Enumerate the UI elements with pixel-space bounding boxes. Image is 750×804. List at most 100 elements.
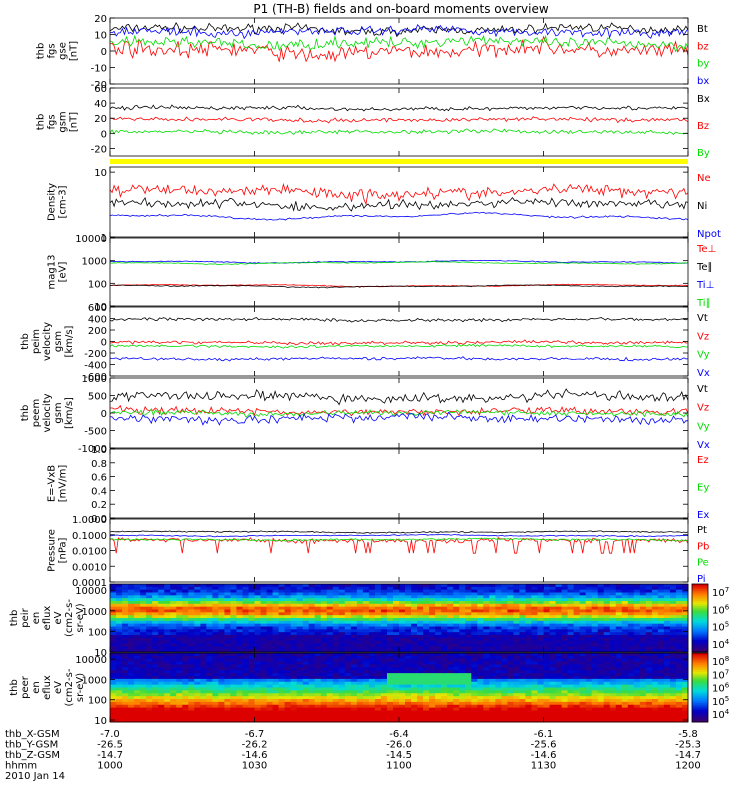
heatmap-cell: [640, 688, 646, 691]
heatmap-cell: [339, 711, 345, 714]
heatmap-cell: [116, 688, 122, 691]
heatmap-cell: [206, 584, 212, 587]
heatmap-cell: [537, 662, 543, 665]
heatmap-cell: [568, 708, 574, 711]
heatmap-cell: [357, 679, 363, 682]
heatmap-cell: [477, 593, 483, 596]
heatmap-cell: [586, 593, 592, 596]
heatmap-cell: [646, 711, 652, 714]
heatmap-cell: [670, 653, 676, 656]
heatmap-cell: [261, 629, 267, 632]
heatmap-cell: [399, 693, 405, 696]
heatmap-cell: [513, 679, 519, 682]
heatmap-cell: [634, 584, 640, 587]
heatmap-cell: [110, 601, 116, 604]
heatmap-cell: [646, 688, 652, 691]
heatmap-cell: [140, 682, 146, 685]
heatmap-cell: [664, 604, 670, 607]
heatmap-cell: [363, 632, 369, 635]
heatmap-cell: [242, 587, 248, 590]
heatmap-cell: [658, 659, 664, 662]
heatmap-cell: [387, 688, 393, 691]
ytick-label: 600: [88, 303, 107, 314]
heatmap-cell: [363, 665, 369, 668]
heatmap-cell: [333, 598, 339, 601]
heatmap-cell: [550, 685, 556, 688]
heatmap-cell: [519, 595, 525, 598]
heatmap-cell: [628, 590, 634, 593]
heatmap-cell: [453, 653, 459, 656]
heatmap-cell: [495, 601, 501, 604]
ylabel-line: Density: [47, 183, 58, 221]
heatmap-cell: [176, 584, 182, 587]
heatmap-cell: [309, 679, 315, 682]
heatmap-cell: [261, 713, 267, 716]
heatmap-cell: [261, 641, 267, 644]
heatmap-cell: [182, 711, 188, 714]
heatmap-cell: [556, 590, 562, 593]
heatmap-cell: [297, 635, 303, 638]
heatmap-cell: [610, 659, 616, 662]
heatmap-cell: [146, 595, 152, 598]
heatmap-cell: [110, 667, 116, 670]
heatmap-cell: [152, 615, 158, 618]
ylabel-line: eV: [53, 681, 64, 694]
heatmap-cell: [610, 673, 616, 676]
heatmap-cell: [152, 670, 158, 673]
heatmap-cell: [122, 584, 128, 587]
heatmap-cell: [423, 711, 429, 714]
heatmap-cell: [676, 705, 682, 708]
heatmap-cell: [574, 638, 580, 641]
heatmap-cell: [531, 711, 537, 714]
heatmap-cell: [544, 685, 550, 688]
heatmap-cell: [339, 676, 345, 679]
heatmap-cell: [387, 644, 393, 647]
heatmap-cell: [182, 696, 188, 699]
heatmap-cell: [417, 679, 423, 682]
heatmap-cell: [351, 670, 357, 673]
heatmap-cell: [519, 716, 525, 719]
heatmap-cell: [658, 676, 664, 679]
heatmap-cell: [519, 629, 525, 632]
heatmap-cell: [507, 713, 513, 716]
heatmap-cell: [309, 711, 315, 714]
heatmap-cell: [321, 711, 327, 714]
heatmap-cell: [188, 688, 194, 691]
heatmap-cell: [224, 713, 230, 716]
heatmap-cell: [664, 667, 670, 670]
heatmap-cell: [646, 682, 652, 685]
heatmap-cell: [610, 688, 616, 691]
heatmap-cell: [417, 632, 423, 635]
heatmap-cell: [519, 696, 525, 699]
heatmap-cell: [616, 612, 622, 615]
heatmap-cell: [622, 610, 628, 613]
heatmap-cell: [652, 713, 658, 716]
heatmap-cell: [501, 590, 507, 593]
heatmap-cell: [459, 607, 465, 610]
legend-fgs_gsm-2: By: [697, 148, 710, 159]
heatmap-cell: [291, 584, 297, 587]
heatmap-cell: [531, 627, 537, 630]
heatmap-cell: [411, 635, 417, 638]
heatmap-cell: [248, 607, 254, 610]
ylabel-line: thb: [36, 114, 47, 131]
heatmap-cell: [447, 632, 453, 635]
heatmap-cell: [369, 607, 375, 610]
heatmap-cell: [610, 624, 616, 627]
heatmap-cell: [363, 708, 369, 711]
heatmap-cell: [345, 621, 351, 624]
heatmap-cell: [495, 598, 501, 601]
heatmap-cell: [128, 676, 134, 679]
heatmap-cell: [676, 670, 682, 673]
heatmap-cell: [670, 590, 676, 593]
heatmap-cell: [574, 656, 580, 659]
heatmap-cell: [381, 659, 387, 662]
heatmap-cell: [531, 702, 537, 705]
heatmap-cell: [194, 713, 200, 716]
heatmap-cell: [140, 618, 146, 621]
heatmap-cell: [465, 699, 471, 702]
heatmap-cell: [279, 612, 285, 615]
heatmap-cell: [128, 688, 134, 691]
heatmap-cell: [188, 612, 194, 615]
